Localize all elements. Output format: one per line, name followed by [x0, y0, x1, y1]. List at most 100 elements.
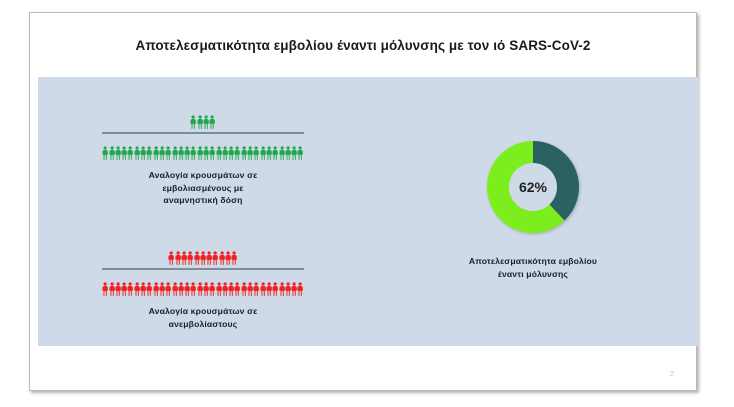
- donut-center-value: 62%: [518, 179, 548, 195]
- pictogram-caption: Αναλογία κρουσμάτων σε εμβολιασμένους με…: [38, 169, 368, 207]
- person-icon: [102, 146, 109, 160]
- person-icon: [115, 146, 121, 160]
- person-icon: [228, 282, 235, 296]
- person-icon: [190, 282, 197, 296]
- person-icon: [266, 146, 272, 160]
- person-icon: [222, 146, 228, 160]
- person-icon: [216, 282, 222, 296]
- person-icon: [241, 282, 247, 296]
- person-icon: [228, 146, 235, 160]
- slide-title-bar: Αποτελεσματικότητα εμβολίου έναντι μόλυν…: [30, 13, 696, 77]
- person-icon: [231, 251, 238, 265]
- pictogram-numerator-row: [38, 99, 368, 129]
- person-icon: [247, 146, 253, 160]
- person-icon: [225, 251, 231, 265]
- pictogram-denominator-row: [38, 136, 368, 160]
- slide: Αποτελεσματικότητα εμβολίου έναντι μόλυν…: [29, 12, 698, 391]
- caption-line-1: Αναλογία κρουσμάτων σε: [148, 306, 258, 316]
- person-icon: [241, 146, 247, 160]
- pictogram-column: Αναλογία κρουσμάτων σε εμβολιασμένους με…: [38, 77, 368, 346]
- caption-line-3: αναμνηστική δόση: [163, 195, 243, 205]
- pictogram-divider: [102, 132, 304, 134]
- person-icon: [159, 146, 165, 160]
- person-icon: [171, 146, 178, 160]
- person-icon: [260, 146, 266, 160]
- donut-caption-line-2: έναντι μόλυνσης: [497, 268, 569, 279]
- person-icon: [260, 282, 266, 296]
- person-icon: [178, 146, 184, 160]
- person-icon: [209, 115, 216, 129]
- person-icon: [234, 282, 241, 296]
- pictogram-vaccinated-booster: Αναλογία κρουσμάτων σε εμβολιασμένους με…: [38, 99, 368, 207]
- person-icon: [127, 146, 134, 160]
- person-icon: [165, 146, 172, 160]
- person-icon: [140, 282, 146, 296]
- caption-line-2: ανεμβολίαστους: [168, 318, 238, 329]
- person-icon: [209, 282, 216, 296]
- person-icon: [279, 282, 285, 296]
- pictogram-unvaccinated: Αναλογία κρουσμάτων σε ανεμβολίαστους: [38, 235, 368, 330]
- person-icon: [171, 282, 178, 296]
- content-panel: Αναλογία κρουσμάτων σε εμβολιασμένους με…: [38, 77, 698, 346]
- donut-column: 62% Αποτελεσματικότητα εμβολίου έναντι μ…: [368, 77, 698, 346]
- person-icon: [175, 251, 181, 265]
- person-icon: [234, 146, 241, 160]
- person-icon: [285, 146, 291, 160]
- person-icon: [266, 282, 272, 296]
- page-title: Αποτελεσματικότητα εμβολίου έναντι μόλυν…: [135, 37, 591, 53]
- person-icon: [279, 146, 285, 160]
- person-icon: [146, 146, 153, 160]
- person-icon: [197, 146, 203, 160]
- person-icon: [285, 282, 291, 296]
- person-icon: [203, 282, 209, 296]
- caption-line-2: εμβολιασμένους με: [162, 182, 244, 193]
- person-icon: [184, 146, 190, 160]
- person-icon: [121, 282, 127, 296]
- person-icon: [121, 146, 127, 160]
- person-icon: [108, 146, 115, 160]
- person-icon: [253, 282, 260, 296]
- person-icon: [108, 282, 115, 296]
- person-icon: [200, 251, 206, 265]
- person-icon: [153, 146, 159, 160]
- person-icon: [165, 282, 172, 296]
- donut-caption-line-1: Αποτελεσματικότητα εμβολίου: [468, 256, 598, 266]
- pictogram-caption: Αναλογία κρουσμάτων σε ανεμβολίαστους: [38, 305, 368, 330]
- person-icon: [146, 282, 153, 296]
- person-icon: [203, 146, 209, 160]
- person-icon: [197, 115, 203, 129]
- person-icon: [197, 282, 203, 296]
- donut-caption: Αποτελεσματικότητα εμβολίου έναντι μόλυν…: [469, 255, 597, 280]
- person-icon: [190, 115, 197, 129]
- donut-hole: [509, 163, 557, 211]
- donut-svg: [487, 141, 579, 233]
- pictogram-denominator-row: [38, 272, 368, 296]
- donut-graphic: 62%: [481, 135, 585, 239]
- person-icon: [181, 251, 187, 265]
- person-icon: [247, 282, 253, 296]
- pictogram-numerator-row: [38, 235, 368, 265]
- person-icon: [209, 146, 216, 160]
- person-icon: [168, 251, 175, 265]
- person-icon: [219, 251, 225, 265]
- person-icon: [184, 282, 190, 296]
- person-icon: [203, 115, 209, 129]
- person-icon: [216, 146, 222, 160]
- person-icon: [127, 282, 134, 296]
- person-icon: [212, 251, 219, 265]
- person-icon: [297, 146, 304, 160]
- person-icon: [291, 146, 298, 160]
- person-icon: [159, 282, 165, 296]
- person-icon: [291, 282, 298, 296]
- person-icon: [187, 251, 194, 265]
- person-icon: [193, 251, 200, 265]
- person-icon: [272, 282, 279, 296]
- person-icon: [253, 146, 260, 160]
- person-icon: [153, 282, 159, 296]
- person-icon: [272, 146, 279, 160]
- pictogram-divider: [102, 268, 304, 270]
- person-icon: [140, 146, 146, 160]
- person-icon: [115, 282, 121, 296]
- person-icon: [134, 146, 140, 160]
- person-icon: [206, 251, 212, 265]
